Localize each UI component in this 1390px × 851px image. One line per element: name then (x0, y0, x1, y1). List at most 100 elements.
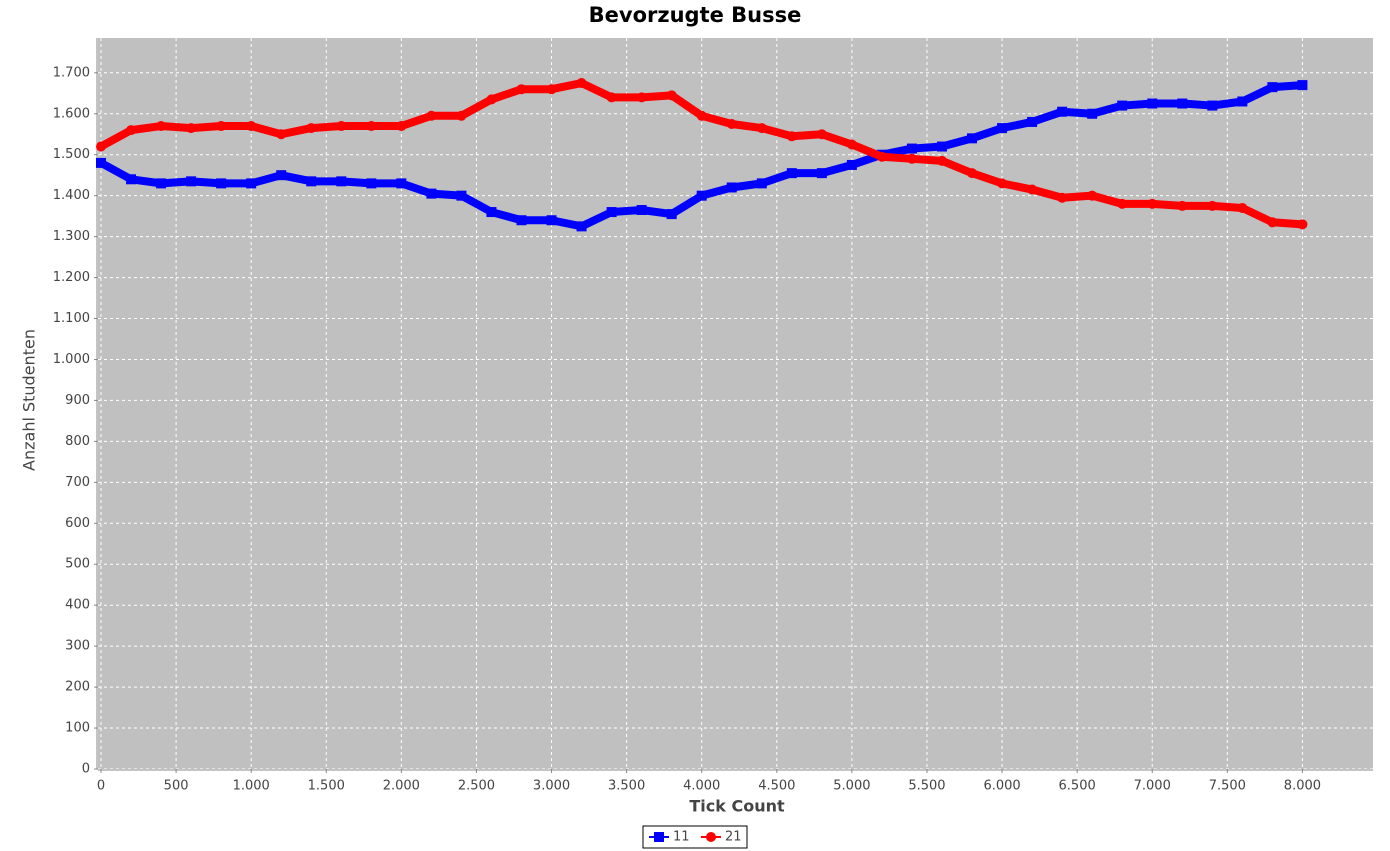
marker (636, 92, 647, 103)
marker (126, 174, 137, 185)
marker (486, 94, 497, 105)
marker (216, 178, 227, 189)
marker (156, 178, 167, 189)
x-axis-label: Tick Count (689, 797, 785, 816)
y-tick-label: 400 (65, 598, 90, 613)
marker (936, 141, 947, 152)
marker (306, 123, 317, 134)
marker (1027, 116, 1038, 127)
legend-label: 21 (725, 830, 742, 845)
marker (156, 121, 167, 132)
marker (426, 188, 437, 199)
x-tick-label: 6.500 (1059, 779, 1096, 794)
marker (186, 123, 197, 134)
legend: 11 21 (642, 825, 748, 849)
marker (1267, 82, 1278, 93)
marker (816, 168, 827, 179)
marker (666, 209, 677, 220)
marker (1237, 202, 1248, 213)
marker (846, 139, 857, 150)
legend-box (642, 825, 748, 849)
marker (1117, 198, 1128, 209)
marker (1087, 190, 1098, 201)
y-tick-label: 900 (65, 393, 90, 408)
marker (876, 151, 887, 162)
marker (816, 129, 827, 140)
marker (906, 153, 917, 164)
marker (1297, 80, 1308, 91)
y-tick-label: 1.300 (53, 229, 90, 244)
legend-label: 11 (673, 830, 690, 845)
marker (276, 129, 287, 140)
x-tick-label: 3.000 (533, 779, 570, 794)
x-tick-label: 1.000 (233, 779, 270, 794)
x-tick-label: 4.500 (758, 779, 795, 794)
y-tick-label: 1.500 (53, 147, 90, 162)
marker (396, 178, 407, 189)
legend-marker (654, 832, 664, 842)
marker (396, 121, 407, 132)
marker (1207, 200, 1218, 211)
marker (756, 123, 767, 134)
marker (576, 78, 587, 89)
marker (366, 121, 377, 132)
marker (606, 92, 617, 103)
y-axis-label: Anzahl Studenten (20, 329, 39, 471)
marker (366, 178, 377, 189)
marker (1087, 108, 1098, 119)
marker (516, 215, 527, 226)
x-tick-label: 4.000 (683, 779, 720, 794)
marker (1117, 100, 1128, 111)
y-tick-label: 1.100 (53, 311, 90, 326)
marker (276, 170, 287, 181)
legend-marker (706, 832, 716, 842)
marker (726, 182, 737, 193)
y-tick-label: 700 (65, 475, 90, 490)
x-tick-label: 0 (97, 779, 105, 794)
marker (96, 141, 107, 152)
marker (516, 84, 527, 95)
marker (967, 168, 978, 179)
marker (1297, 219, 1308, 230)
x-tick-label: 2.500 (458, 779, 495, 794)
marker (997, 178, 1008, 189)
y-tick-label: 100 (65, 721, 90, 736)
y-tick-label: 1.400 (53, 188, 90, 203)
marker (96, 157, 107, 168)
chart-title: Bevorzugte Busse (589, 3, 802, 27)
marker (246, 121, 257, 132)
marker (126, 125, 137, 136)
marker (606, 207, 617, 218)
marker (936, 155, 947, 166)
y-tick-label: 1.200 (53, 270, 90, 285)
marker (336, 121, 347, 132)
marker (967, 133, 978, 144)
marker (456, 190, 467, 201)
marker (666, 90, 677, 101)
marker (576, 221, 587, 232)
y-tick-label: 200 (65, 680, 90, 695)
x-tick-label: 7.000 (1134, 779, 1171, 794)
marker (1177, 200, 1188, 211)
y-tick-label: 300 (65, 639, 90, 654)
marker (786, 168, 797, 179)
marker (1267, 217, 1278, 228)
marker (1207, 100, 1218, 111)
plot-area (98, 38, 1373, 769)
marker (306, 176, 317, 187)
marker (426, 110, 437, 121)
y-tick-label: 1.700 (53, 65, 90, 80)
marker (336, 176, 347, 187)
x-tick-label: 7.500 (1209, 779, 1246, 794)
marker (1237, 96, 1248, 107)
marker (546, 84, 557, 95)
marker (1057, 192, 1068, 203)
y-tick-label: 1.000 (53, 352, 90, 367)
marker (696, 190, 707, 201)
x-tick-label: 8.000 (1284, 779, 1321, 794)
marker (456, 110, 467, 121)
marker (216, 121, 227, 132)
y-tick-label: 1.600 (53, 106, 90, 121)
x-tick-label: 5.000 (833, 779, 870, 794)
